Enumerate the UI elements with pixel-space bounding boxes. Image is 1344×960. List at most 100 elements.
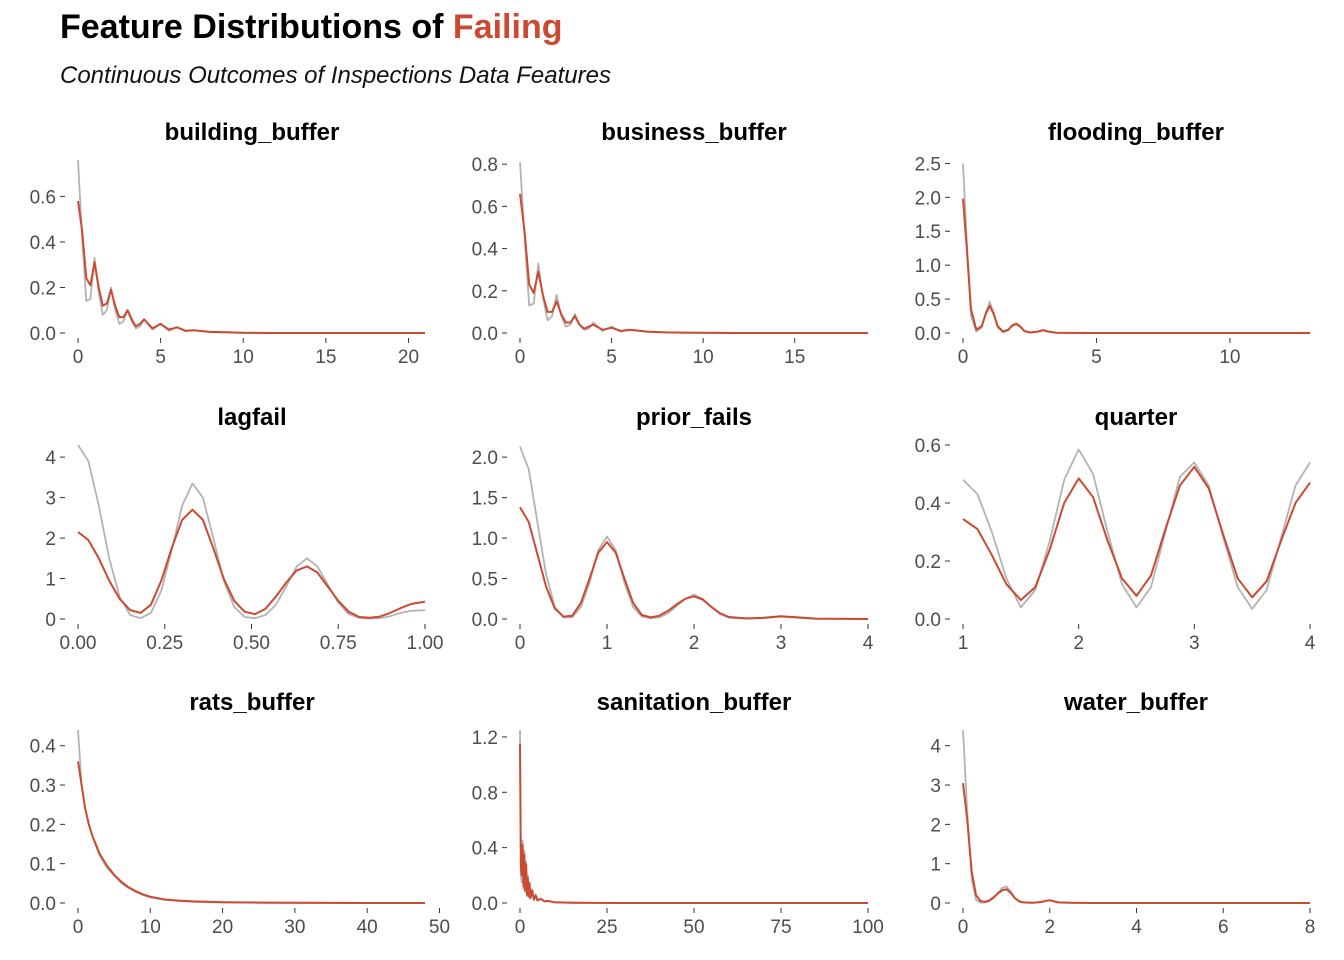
- y-tick-label: 0.4: [915, 494, 942, 515]
- y-tick-label: 0.8: [472, 783, 498, 804]
- panel-water_buffer: water_buffer 0 1 2 3 4 0 2 4 6 8: [930, 689, 1315, 938]
- x-tick-label: 2: [1044, 917, 1055, 938]
- panel-building_buffer: building_buffer 0.0 0.2 0.4 0.6 0 5 10 15 20: [30, 119, 425, 368]
- x-tick-label: 0: [958, 917, 969, 938]
- density-line-failing: [962, 465, 1311, 602]
- panel-title: business_buffer: [601, 119, 786, 146]
- y-tick-label: 0.5: [915, 290, 941, 311]
- panel-title: rats_buffer: [189, 689, 314, 716]
- y-tick-label: 0.0: [472, 894, 498, 915]
- y-tick-label: 0.2: [30, 278, 56, 299]
- panel-title: quarter: [1095, 404, 1178, 431]
- y-tick-label: 0.0: [472, 610, 498, 631]
- x-tick-label: 20: [212, 917, 233, 938]
- x-tick-label: 1: [958, 633, 969, 654]
- x-tick-label: 3: [776, 633, 787, 654]
- y-tick-label: 0.0: [915, 610, 941, 631]
- y-tick-label: 4: [930, 737, 941, 758]
- y-tick-label: 0.2: [30, 815, 56, 836]
- x-tick-label: 10: [693, 347, 714, 368]
- density-line-other: [519, 162, 868, 334]
- y-tick-label: 0.6: [472, 197, 498, 218]
- x-tick-label: 15: [315, 347, 336, 368]
- x-tick-label: 0: [958, 347, 969, 368]
- x-tick-label: 100: [852, 917, 884, 938]
- x-tick-label: 2: [689, 633, 700, 654]
- density-line-failing: [519, 506, 869, 620]
- x-tick-label: 10: [140, 917, 161, 938]
- y-tick-label: 0: [930, 894, 941, 915]
- x-tick-label: 0: [515, 633, 526, 654]
- density-line-failing: [962, 782, 1310, 904]
- y-tick-label: 0.6: [30, 187, 56, 208]
- panel-sanitation_buffer: sanitation_buffer 0.0 0.4 0.8 1.2 0 25 50 75 100: [472, 689, 884, 938]
- x-tick-label: 4: [863, 633, 874, 654]
- y-tick-label: 0.0: [30, 894, 56, 915]
- y-tick-label: 0.5: [472, 570, 498, 591]
- y-tick-label: 2: [930, 815, 941, 836]
- y-tick-label: 2: [45, 529, 56, 550]
- x-tick-label: 50: [683, 917, 704, 938]
- density-line-other: [77, 444, 426, 620]
- y-tick-label: 1.2: [472, 728, 498, 749]
- x-tick-label: 1: [602, 633, 613, 654]
- x-tick-label: 8: [1305, 917, 1316, 938]
- x-tick-label: 3: [1189, 633, 1200, 654]
- y-tick-label: 3: [930, 776, 941, 797]
- x-tick-label: 0.00: [60, 633, 97, 654]
- density-line-failing: [519, 743, 868, 904]
- y-tick-label: 0.0: [30, 324, 56, 345]
- x-tick-label: 0: [73, 917, 84, 938]
- density-line-failing: [519, 193, 868, 334]
- x-tick-label: 2: [1073, 633, 1084, 654]
- y-tick-label: 1: [930, 855, 941, 876]
- y-tick-label: 0.2: [915, 552, 941, 573]
- panel-lagfail: lagfail 0 1 2 3 4 0.00 0.25 0.50 0.75 1.00: [45, 404, 443, 654]
- x-tick-label: 75: [770, 917, 791, 938]
- x-tick-label: 0: [73, 347, 84, 368]
- y-tick-label: 2.0: [472, 448, 498, 469]
- x-tick-label: 6: [1218, 917, 1229, 938]
- density-line-failing: [962, 198, 1310, 334]
- y-tick-label: 0.6: [915, 436, 941, 457]
- x-tick-label: 40: [357, 917, 378, 938]
- panel-flooding_buffer: flooding_buffer 0.0 0.5 1.0 1.5 2.0 2.5 0 5 10: [915, 119, 1310, 368]
- y-tick-label: 1: [45, 570, 56, 591]
- density-line-failing: [77, 761, 425, 904]
- x-tick-label: 0: [515, 347, 526, 368]
- y-tick-label: 3: [45, 489, 56, 510]
- y-tick-label: 0.3: [30, 776, 56, 797]
- panel-title: prior_fails: [636, 404, 752, 431]
- panel-title: building_buffer: [165, 119, 340, 146]
- density-line-other: [519, 729, 868, 904]
- y-tick-label: 0.4: [472, 240, 499, 261]
- x-tick-label: 15: [784, 347, 805, 368]
- y-tick-label: 1.0: [915, 256, 941, 277]
- x-tick-label: 5: [1091, 347, 1102, 368]
- panel-quarter: quarter 0.0 0.2 0.4 0.6 1 2 3 4: [915, 404, 1316, 654]
- y-tick-label: 0.0: [472, 324, 498, 345]
- y-tick-label: 0.1: [30, 855, 56, 876]
- panel-business_buffer: business_buffer 0.0 0.2 0.4 0.6 0.8 0 5 10 15: [472, 119, 868, 368]
- x-tick-label: 1.00: [407, 633, 444, 654]
- y-tick-label: 1.5: [915, 222, 941, 243]
- y-tick-label: 1.0: [472, 529, 498, 550]
- y-tick-label: 4: [45, 448, 56, 469]
- x-tick-label: 4: [1131, 917, 1142, 938]
- density-line-failing: [77, 200, 425, 334]
- x-tick-label: 0: [515, 917, 526, 938]
- x-tick-label: 10: [233, 347, 254, 368]
- x-tick-label: 5: [155, 347, 166, 368]
- y-tick-label: 0.8: [472, 155, 498, 176]
- density-line-other: [77, 729, 425, 904]
- panel-title: lagfail: [217, 404, 286, 431]
- chart-subtitle: Continuous Outcomes of Inspections Data …: [60, 62, 611, 89]
- panel-title: sanitation_buffer: [597, 689, 792, 716]
- density-line-other: [519, 446, 869, 620]
- chart-title-text: Feature Distributions of: [60, 8, 453, 46]
- y-tick-label: 0.4: [472, 839, 499, 860]
- x-tick-label: 0.50: [233, 633, 270, 654]
- x-tick-label: 20: [398, 347, 419, 368]
- y-tick-label: 1.5: [472, 489, 498, 510]
